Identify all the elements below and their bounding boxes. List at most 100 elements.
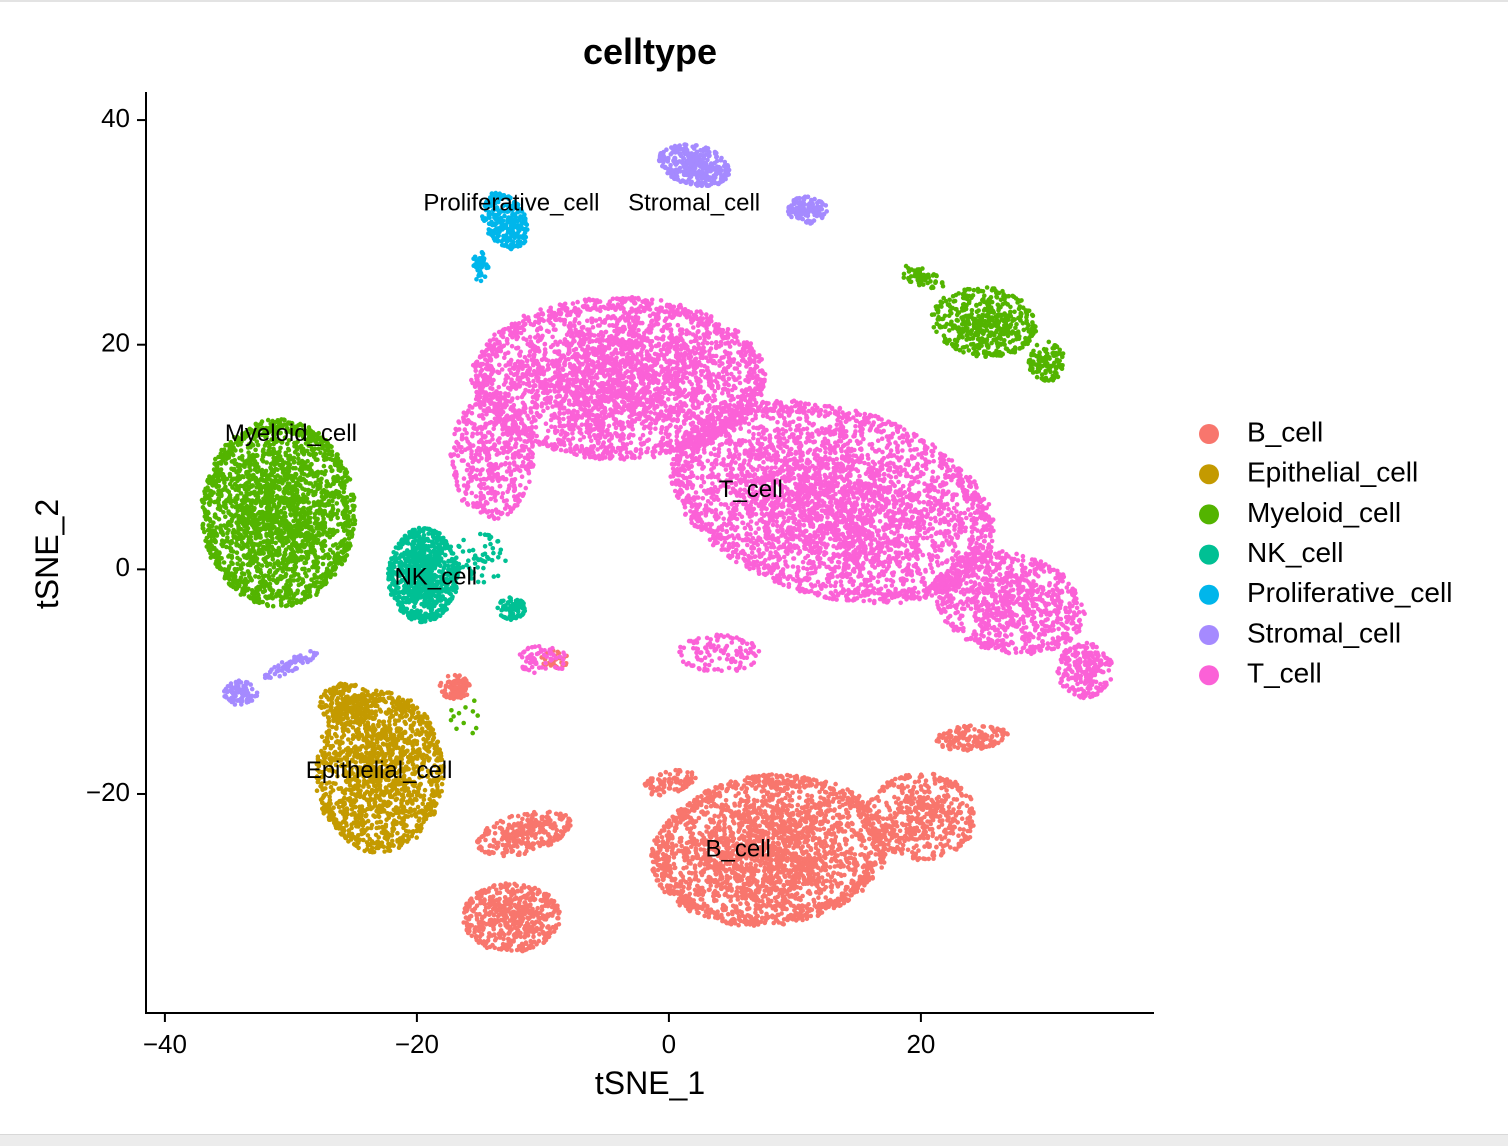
point-B_cell xyxy=(812,903,818,908)
point-B_cell xyxy=(778,869,784,875)
point-B_cell xyxy=(553,923,559,928)
point-B_cell xyxy=(522,911,527,917)
point-B_cell xyxy=(835,884,841,889)
point-B_cell xyxy=(722,822,727,827)
point-B_cell xyxy=(956,833,961,838)
point-B_cell xyxy=(864,813,869,819)
point-B_cell xyxy=(762,810,768,815)
point-B_cell xyxy=(755,921,761,927)
point-B_cell xyxy=(930,771,936,777)
point-B_cell xyxy=(456,678,462,683)
point-B_cell xyxy=(478,900,483,906)
point-B_cell xyxy=(798,872,804,877)
point-B_cell xyxy=(852,857,858,862)
point-B_cell xyxy=(477,911,482,917)
point-B_cell xyxy=(744,922,749,927)
point-B_cell xyxy=(548,824,553,830)
point-B_cell xyxy=(795,863,801,869)
point-B_cell xyxy=(680,812,685,818)
point-B_cell xyxy=(840,802,845,808)
point-B_cell xyxy=(938,853,944,858)
point-B_cell xyxy=(437,683,443,688)
point-B_cell xyxy=(917,820,923,826)
point-B_cell xyxy=(926,803,932,809)
point-B_cell xyxy=(720,881,725,886)
point-B_cell xyxy=(543,914,548,920)
point-B_cell xyxy=(672,865,677,871)
point-B_cell xyxy=(732,870,738,876)
point-B_cell xyxy=(759,789,765,794)
point-B_cell xyxy=(929,797,934,803)
point-B_cell xyxy=(782,874,788,880)
point-B_cell xyxy=(461,920,467,925)
point-B_cell xyxy=(820,843,825,849)
point-B_cell xyxy=(510,910,515,915)
point-B_cell xyxy=(651,866,656,871)
point-B_cell xyxy=(749,895,754,901)
point-B_cell xyxy=(753,891,758,896)
point-B_cell xyxy=(860,888,865,893)
point-Epithelial_cell xyxy=(414,835,420,840)
point-B_cell xyxy=(770,797,775,802)
point-B_cell xyxy=(797,820,802,825)
point-B_cell xyxy=(908,818,914,824)
point-B_cell xyxy=(558,811,563,817)
point-B_cell xyxy=(778,811,783,816)
point-B_cell xyxy=(527,820,533,825)
point-B_cell xyxy=(820,859,825,864)
point-B_cell xyxy=(676,788,681,794)
point-B_cell xyxy=(922,782,928,787)
point-B_cell xyxy=(850,794,856,800)
point-B_cell xyxy=(514,934,519,939)
point-B_cell xyxy=(503,881,509,886)
point-B_cell xyxy=(735,889,740,895)
point-B_cell xyxy=(492,945,498,951)
point-B_cell xyxy=(744,800,750,805)
point-B_cell xyxy=(509,849,514,854)
point-B_cell xyxy=(731,820,737,826)
point-B_cell xyxy=(858,880,863,886)
point-B_cell xyxy=(755,798,760,804)
point-B_cell xyxy=(473,934,479,939)
point-B_cell xyxy=(502,895,508,900)
point-B_cell xyxy=(833,781,838,787)
point-B_cell xyxy=(833,901,838,907)
point-B_cell xyxy=(507,815,512,820)
point-B_cell xyxy=(667,782,673,787)
point-B_cell xyxy=(965,828,971,834)
point-B_cell xyxy=(946,804,952,810)
point-B_cell xyxy=(702,867,707,872)
point-B_cell xyxy=(761,892,767,898)
point-B_cell xyxy=(858,874,863,879)
point-B_cell xyxy=(778,856,784,861)
point-B_cell xyxy=(974,744,980,749)
point-B_cell xyxy=(803,818,808,823)
point-B_cell xyxy=(834,858,839,864)
point-B_cell xyxy=(871,815,877,820)
point-B_cell xyxy=(487,931,492,936)
point-B_cell xyxy=(877,837,882,842)
point-B_cell xyxy=(520,816,525,822)
point-Epithelial_cell xyxy=(351,841,357,847)
point-B_cell xyxy=(782,826,787,832)
point-B_cell xyxy=(693,891,698,897)
point-B_cell xyxy=(846,813,852,819)
point-B_cell xyxy=(692,863,698,868)
point-B_cell xyxy=(796,903,801,909)
point-B_cell xyxy=(538,826,543,831)
point-B_cell xyxy=(775,851,780,856)
point-B_cell xyxy=(849,827,854,833)
point-B_cell xyxy=(517,850,522,855)
point-B_cell xyxy=(807,780,813,786)
point-B_cell xyxy=(774,899,779,904)
point-B_cell xyxy=(806,853,812,858)
point-B_cell xyxy=(926,856,931,862)
point-B_cell xyxy=(447,684,453,690)
point-Epithelial_cell xyxy=(374,825,380,831)
point-B_cell xyxy=(981,737,986,743)
point-B_cell xyxy=(643,782,649,788)
point-B_cell xyxy=(661,824,667,829)
point-B_cell xyxy=(780,897,786,903)
point-B_cell xyxy=(817,789,822,795)
point-B_cell xyxy=(526,885,532,890)
